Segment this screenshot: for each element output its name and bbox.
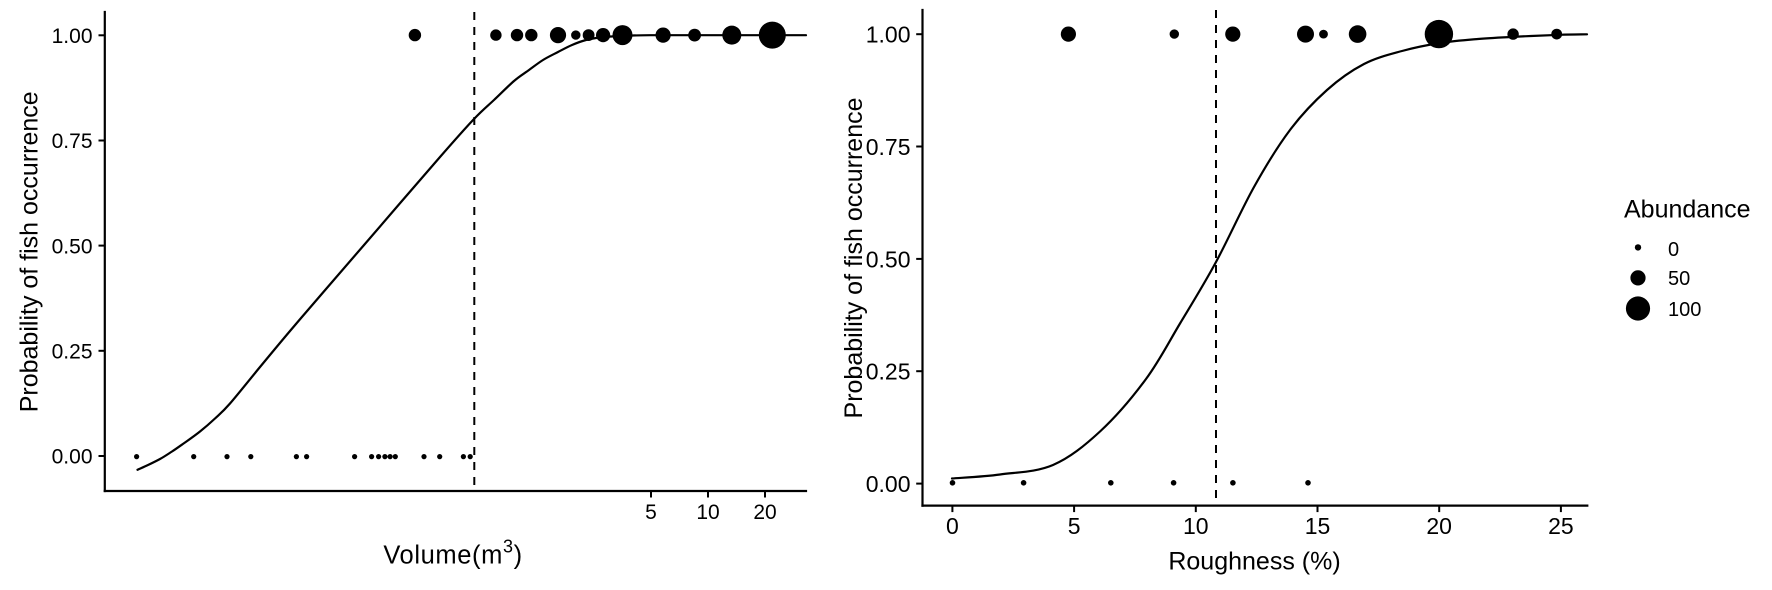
svg-text:15: 15 [1305, 513, 1331, 539]
svg-text:10: 10 [1183, 513, 1209, 539]
svg-text:5: 5 [1068, 513, 1081, 539]
svg-text:0.50: 0.50 [52, 235, 93, 258]
svg-text:0.75: 0.75 [866, 134, 911, 160]
svg-text:Probability of fish occurrence: Probability of fish occurrence [16, 91, 44, 412]
svg-text:Roughness (%): Roughness (%) [1168, 548, 1340, 576]
svg-text:Probability of fish occurrence: Probability of fish occurrence [840, 98, 868, 419]
svg-text:1.00: 1.00 [866, 22, 911, 48]
svg-text:1.00: 1.00 [52, 25, 93, 48]
svg-text:0: 0 [1668, 239, 1679, 261]
svg-text:25: 25 [1548, 513, 1574, 539]
svg-text:20: 20 [1426, 513, 1452, 539]
svg-text:0.25: 0.25 [866, 359, 911, 385]
svg-text:5: 5 [645, 501, 657, 524]
svg-text:0.00: 0.00 [866, 471, 911, 497]
svg-text:0.75: 0.75 [52, 130, 93, 153]
svg-text:10: 10 [696, 501, 719, 524]
svg-text:Volume(m3): Volume(m3) [383, 537, 522, 570]
svg-text:50: 50 [1668, 268, 1690, 290]
svg-text:Abundance: Abundance [1624, 195, 1751, 223]
svg-text:0.25: 0.25 [52, 341, 93, 364]
svg-text:0: 0 [946, 513, 959, 539]
svg-text:0.50: 0.50 [866, 246, 911, 272]
svg-text:0.00: 0.00 [52, 446, 93, 469]
svg-text:20: 20 [753, 501, 776, 524]
svg-text:100: 100 [1668, 299, 1701, 321]
